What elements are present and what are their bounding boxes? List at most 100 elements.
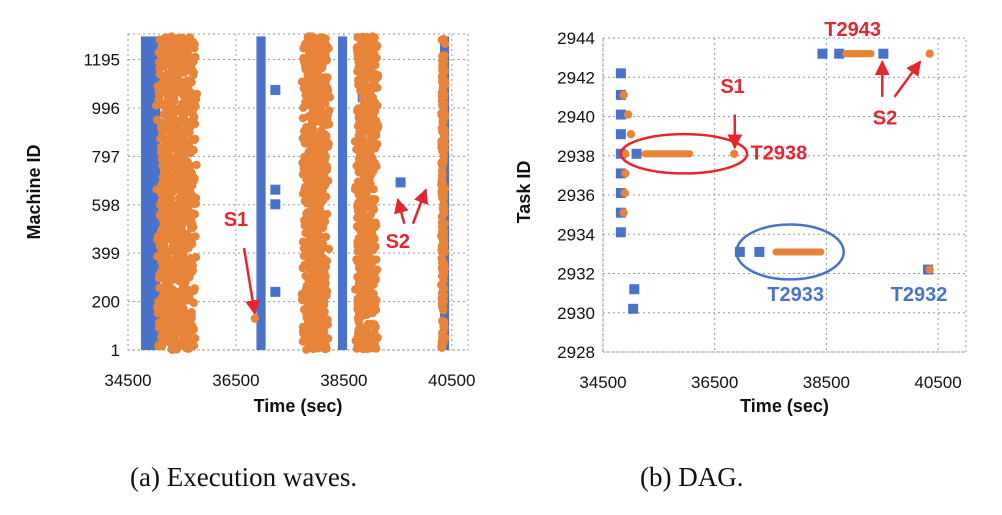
data-point-orange bbox=[191, 52, 200, 62]
data-point-orange bbox=[309, 274, 319, 284]
data-point-orange bbox=[302, 126, 311, 135]
data-point-orange bbox=[372, 53, 381, 63]
data-point-orange bbox=[439, 230, 448, 240]
data-point-orange bbox=[169, 104, 179, 113]
caption-b: (b) DAG. bbox=[640, 462, 744, 492]
data-point-orange bbox=[174, 226, 183, 235]
data-point-orange bbox=[303, 162, 313, 171]
data-point-orange bbox=[365, 329, 374, 338]
data-point-blue bbox=[878, 48, 889, 59]
annotation-label: T2938 bbox=[751, 143, 808, 165]
data-point-orange bbox=[156, 118, 166, 127]
data-point-orange bbox=[175, 52, 184, 61]
data-point-orange bbox=[438, 304, 448, 313]
data-point-orange bbox=[356, 227, 366, 236]
data-point-orange bbox=[175, 328, 185, 337]
data-point-orange bbox=[167, 160, 176, 169]
data-point-orange bbox=[301, 188, 310, 197]
y-tick-label: 2928 bbox=[557, 343, 595, 362]
x-tick-label: 36500 bbox=[212, 371, 259, 390]
data-point-orange bbox=[321, 343, 330, 352]
data-point-orange bbox=[366, 146, 375, 156]
data-point-orange bbox=[172, 82, 181, 92]
data-point-orange bbox=[355, 285, 364, 295]
data-point-orange bbox=[439, 117, 448, 127]
data-point-orange bbox=[183, 83, 192, 92]
data-point-orange bbox=[317, 193, 326, 203]
data-point-orange bbox=[316, 60, 325, 70]
data-point-orange bbox=[623, 110, 633, 119]
data-point-orange bbox=[161, 124, 170, 134]
data-point-orange bbox=[321, 109, 330, 118]
data-point-orange bbox=[178, 167, 187, 176]
x-axis-label: Time (sec) bbox=[254, 396, 343, 416]
x-tick-label: 36500 bbox=[691, 373, 738, 392]
data-point-orange bbox=[178, 135, 187, 145]
data-point-orange bbox=[359, 159, 368, 168]
data-point-orange bbox=[321, 50, 330, 59]
data-point-orange bbox=[188, 181, 197, 190]
data-point-blue bbox=[270, 184, 281, 195]
data-point-orange bbox=[185, 334, 195, 343]
data-point-orange bbox=[313, 225, 322, 234]
y-tick-label: 2934 bbox=[557, 225, 595, 244]
data-point-orange bbox=[437, 137, 446, 146]
x-tick-label: 34500 bbox=[104, 371, 151, 390]
data-point-orange bbox=[438, 127, 447, 136]
annotation-label: T2932 bbox=[891, 284, 948, 306]
data-point-orange bbox=[354, 190, 363, 199]
data-point-orange bbox=[357, 75, 366, 84]
data-point-orange bbox=[316, 126, 326, 135]
data-point-orange bbox=[369, 243, 379, 252]
x-tick-label: 38500 bbox=[803, 373, 850, 392]
data-point-orange bbox=[188, 239, 197, 249]
data-point-orange bbox=[313, 201, 323, 211]
data-point-orange bbox=[183, 34, 192, 43]
data-point-orange bbox=[320, 178, 330, 187]
data-point-orange bbox=[155, 283, 164, 293]
data-point-blue bbox=[628, 303, 639, 314]
data-point-orange bbox=[356, 325, 366, 334]
panel-a-execution-waves: 1 200 399 598 797 996 1195 34500 36500 38500 40500… bbox=[24, 32, 475, 416]
data-point-orange bbox=[154, 95, 163, 104]
data-point-orange bbox=[321, 262, 331, 272]
data-point-orange bbox=[438, 74, 448, 83]
data-point-orange bbox=[167, 340, 176, 350]
data-point-orange bbox=[357, 307, 366, 317]
data-point-orange bbox=[440, 145, 449, 155]
data-point-orange bbox=[178, 274, 187, 284]
annotation-label: S1 bbox=[224, 209, 248, 231]
y-tick-label: 2942 bbox=[557, 68, 595, 87]
data-point-orange bbox=[189, 70, 198, 80]
data-point-orange bbox=[181, 119, 191, 128]
data-point-orange bbox=[363, 341, 373, 350]
data-point-orange bbox=[437, 271, 447, 281]
data-point-orange bbox=[161, 110, 170, 120]
data-point-blue bbox=[395, 177, 406, 188]
x-tick-label: 34500 bbox=[579, 373, 626, 392]
data-point-blue bbox=[615, 227, 626, 238]
data-point-orange bbox=[169, 271, 178, 281]
data-point-orange bbox=[437, 176, 446, 186]
data-point-orange bbox=[370, 158, 380, 168]
data-point-orange bbox=[316, 242, 326, 251]
x-axis-label: Time (sec) bbox=[740, 396, 829, 416]
data-point-orange bbox=[157, 224, 167, 234]
data-point-orange bbox=[303, 198, 312, 208]
data-point-orange bbox=[319, 83, 328, 93]
data-point-orange bbox=[730, 149, 739, 158]
data-point-orange bbox=[438, 264, 447, 273]
data-point-orange bbox=[156, 319, 165, 328]
data-point-orange bbox=[439, 317, 449, 326]
data-point-orange bbox=[363, 302, 372, 312]
data-point-orange bbox=[173, 305, 183, 314]
y-axis-label: Task ID bbox=[514, 161, 534, 224]
data-point-blue bbox=[270, 286, 281, 297]
data-point-orange bbox=[303, 274, 313, 283]
data-point-orange bbox=[320, 143, 329, 152]
data-point-orange bbox=[315, 209, 324, 218]
data-point-orange bbox=[365, 165, 374, 174]
data-point-orange bbox=[156, 35, 166, 44]
data-point-orange bbox=[167, 125, 177, 134]
data-point-orange bbox=[626, 129, 636, 139]
